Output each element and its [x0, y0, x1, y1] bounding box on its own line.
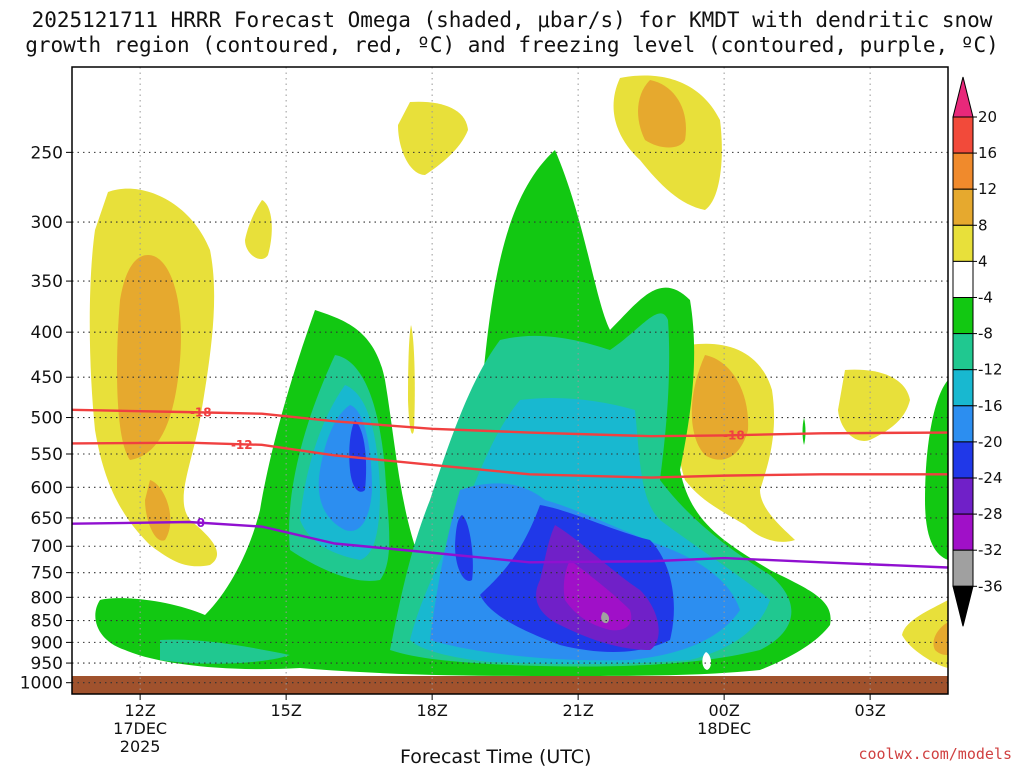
omega-positive-core-top-right: [638, 80, 686, 148]
omega-positive-core-bottom-right: [933, 622, 948, 655]
colorbar-swatch: [952, 224, 974, 262]
colorbar-swatch: [952, 549, 974, 587]
contour-label: -12: [231, 438, 253, 452]
plot-frame: [71, 66, 949, 695]
credit-link[interactable]: coolwx.com/models: [858, 745, 1012, 763]
omega-negative-darkblue-small: [455, 515, 473, 581]
y-tick-label: 750: [31, 564, 63, 584]
x-tick-label: 15Z: [270, 701, 301, 720]
y-tick-label: 950: [31, 654, 63, 674]
omega-positive-core-left: [117, 255, 181, 460]
colorbar-label: -36: [978, 577, 1003, 595]
contour-red--12: [72, 441, 948, 479]
contour-label: 0: [197, 516, 205, 530]
x-tick-sublabel: 17DEC: [113, 719, 167, 738]
y-tick-label: 800: [31, 588, 63, 608]
colorbar-label: 20: [978, 108, 997, 126]
colorbar-label: -28: [978, 505, 1003, 523]
colorbar-label: -16: [978, 397, 1003, 415]
y-axis: 2503003504004505005506006507007508008509…: [20, 143, 72, 694]
x-tick-label: 03Z: [854, 701, 885, 720]
colorbar-label: 4: [978, 252, 988, 270]
colorbar-swatch: [952, 369, 974, 407]
omega-white-hole: [702, 652, 712, 670]
y-tick-label: 550: [31, 445, 63, 465]
x-tick-sublabel: 18DEC: [697, 719, 751, 738]
y-tick-label: 400: [31, 323, 63, 343]
omega-small-yellow-sliver: [408, 325, 415, 434]
grid: [72, 67, 948, 694]
omega-small-green-sliver: [802, 418, 806, 445]
omega-negative-magenta: [563, 560, 632, 631]
colorbar-label: -12: [978, 361, 1003, 379]
chart-title-line1: 2025121711 HRRR Forecast Omega (shaded, …: [31, 8, 993, 32]
omega-positive-core-mid-right: [691, 355, 749, 460]
omega-positive-small-top: [245, 200, 272, 260]
colorbar-label: -20: [978, 433, 1003, 451]
y-tick-label: 1000: [20, 674, 63, 694]
y-tick-label: 500: [31, 409, 63, 429]
colorbar-label: -32: [978, 541, 1003, 559]
omega-negative-darkblue: [349, 420, 367, 492]
x-tick-label: 21Z: [562, 701, 593, 720]
omega-negative-teal-bottom-left: [160, 639, 290, 664]
x-tick-sublabel: 2025: [120, 737, 161, 756]
omega-shading: [72, 75, 948, 694]
colorbar: 20 16 12 8 4 -4 -8 -12 -16 -20 -24 -28 -32 -36: [952, 76, 1003, 627]
colorbar-swatch: [952, 116, 974, 154]
contour-purple-0: [72, 520, 948, 569]
colorbar-label: -24: [978, 469, 1003, 487]
colorbar-label: 16: [978, 144, 997, 162]
colorbar-label: -4: [978, 289, 993, 307]
colorbar-swatch: [952, 297, 974, 335]
y-tick-label: 850: [31, 612, 63, 632]
y-tick-label: 700: [31, 537, 63, 557]
omega-positive-core-left2: [145, 480, 171, 541]
colorbar-swatch: [952, 513, 974, 551]
contour-red--18: [72, 408, 948, 438]
colorbar-label: 8: [978, 216, 988, 234]
y-tick-label: 350: [31, 272, 63, 292]
colorbar-label: -8: [978, 325, 993, 343]
colorbar-top-arrow: [952, 76, 974, 118]
x-tick-label: 18Z: [416, 701, 447, 720]
x-tick-label: 00Z: [708, 701, 739, 720]
colorbar-swatch: [952, 152, 974, 190]
omega-negative-gray-core: [601, 612, 610, 624]
contour-lines: -18 -18 -12 0: [72, 405, 948, 569]
omega-positive-region-far-right: [838, 369, 910, 441]
terrain-strip: [72, 676, 948, 694]
colorbar-swatch: [952, 260, 974, 298]
omega-negative-right-edge: [925, 380, 948, 560]
colorbar-swatch: [952, 188, 974, 226]
omega-positive-region-top-mid: [398, 101, 468, 175]
y-tick-label: 600: [31, 478, 63, 498]
colorbar-swatch: [952, 405, 974, 443]
y-tick-label: 300: [31, 213, 63, 233]
colorbar-bottom-arrow: [952, 585, 974, 627]
colorbar-swatch: [952, 333, 974, 371]
x-tick-label: 12Z: [124, 701, 155, 720]
y-tick-label: 900: [31, 633, 63, 653]
contour-label: -18: [190, 405, 212, 419]
y-tick-label: 250: [31, 143, 63, 163]
contour-label: -18: [723, 429, 745, 443]
colorbar-swatch: [952, 477, 974, 515]
chart-title-line2: growth region (contoured, red, ºC) and f…: [25, 33, 999, 57]
y-tick-label: 650: [31, 509, 63, 529]
x-axis-title: Forecast Time (UTC): [400, 746, 592, 768]
y-tick-label: 450: [31, 368, 63, 388]
colorbar-label: 12: [978, 180, 997, 198]
colorbar-swatch: [952, 441, 974, 479]
